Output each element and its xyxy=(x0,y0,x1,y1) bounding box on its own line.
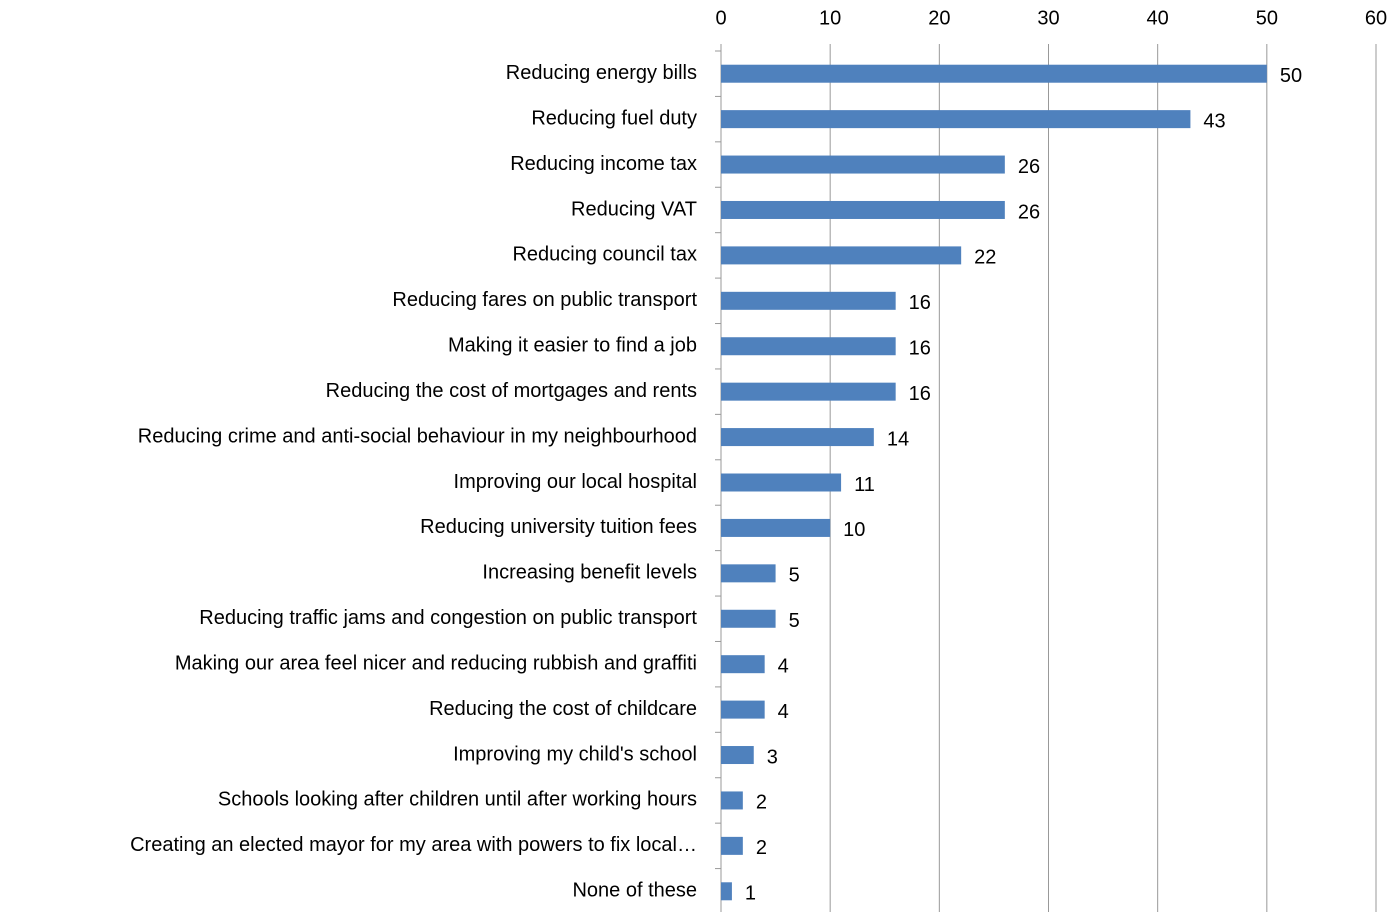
y-tick-label: None of these xyxy=(572,880,697,902)
value-label: 50 xyxy=(1280,65,1302,87)
value-label: 5 xyxy=(789,610,800,632)
bar xyxy=(721,564,776,583)
value-label: 16 xyxy=(909,338,931,360)
value-label: 5 xyxy=(789,565,800,587)
bar xyxy=(721,473,842,492)
value-label: 2 xyxy=(756,837,767,859)
y-tick-label: Reducing fares on public transport xyxy=(392,289,697,311)
bar xyxy=(721,609,776,628)
y-tick-label: Reducing crime and anti-social behaviour… xyxy=(138,425,697,447)
x-tick-label: 40 xyxy=(1147,7,1169,29)
bar xyxy=(721,791,743,810)
y-tick-label: Reducing energy bills xyxy=(506,62,697,84)
bar xyxy=(721,64,1267,83)
bar xyxy=(721,155,1005,174)
bar xyxy=(721,110,1191,129)
value-label: 4 xyxy=(778,655,789,677)
value-label: 3 xyxy=(767,746,778,768)
bar xyxy=(721,518,831,537)
bar xyxy=(721,836,743,855)
y-tick-label: Improving my child's school xyxy=(453,743,697,765)
bar xyxy=(721,200,1005,219)
x-tick-label: 50 xyxy=(1256,7,1278,29)
y-tick-label: Reducing council tax xyxy=(512,244,697,266)
value-label: 26 xyxy=(1018,201,1040,223)
bar xyxy=(721,382,896,401)
y-tick-label: Reducing traffic jams and congestion on … xyxy=(199,607,697,629)
value-label: 43 xyxy=(1203,110,1225,132)
y-tick-label: Reducing income tax xyxy=(510,153,697,175)
x-tick-label: 60 xyxy=(1365,7,1387,29)
value-label: 16 xyxy=(909,292,931,314)
value-label: 26 xyxy=(1018,156,1040,178)
bar xyxy=(721,291,896,310)
y-tick-label: Making our area feel nicer and reducing … xyxy=(175,652,697,674)
bar xyxy=(721,337,896,356)
x-tick-label: 10 xyxy=(819,7,841,29)
value-label: 22 xyxy=(974,247,996,269)
y-tick-label: Schools looking after children until aft… xyxy=(218,789,697,811)
value-label: 16 xyxy=(909,383,931,405)
x-tick-label: 0 xyxy=(715,7,726,29)
value-label: 10 xyxy=(843,519,865,541)
bar xyxy=(721,746,754,765)
bar xyxy=(721,882,732,901)
y-tick-label: Reducing the cost of childcare xyxy=(429,698,697,720)
y-tick-label: Creating an elected mayor for my area wi… xyxy=(130,834,697,856)
value-label: 2 xyxy=(756,792,767,814)
value-label: 14 xyxy=(887,428,909,450)
bar xyxy=(721,428,874,447)
y-tick-label: Increasing benefit levels xyxy=(482,562,697,584)
y-tick-label: Making it easier to find a job xyxy=(448,335,697,357)
x-tick-label: 20 xyxy=(928,7,950,29)
x-tick-label: 30 xyxy=(1037,7,1059,29)
bar xyxy=(721,246,962,265)
y-tick-label: Reducing fuel duty xyxy=(531,107,697,129)
value-label: 1 xyxy=(745,883,756,905)
y-tick-label: Reducing the cost of mortgages and rents xyxy=(326,380,697,402)
bar xyxy=(721,700,765,719)
bar xyxy=(721,655,765,674)
value-label: 4 xyxy=(778,701,789,723)
y-tick-label: Reducing university tuition fees xyxy=(420,516,697,538)
value-label: 11 xyxy=(854,474,875,496)
y-tick-label: Improving our local hospital xyxy=(454,471,697,493)
y-tick-label: Reducing VAT xyxy=(571,198,697,220)
